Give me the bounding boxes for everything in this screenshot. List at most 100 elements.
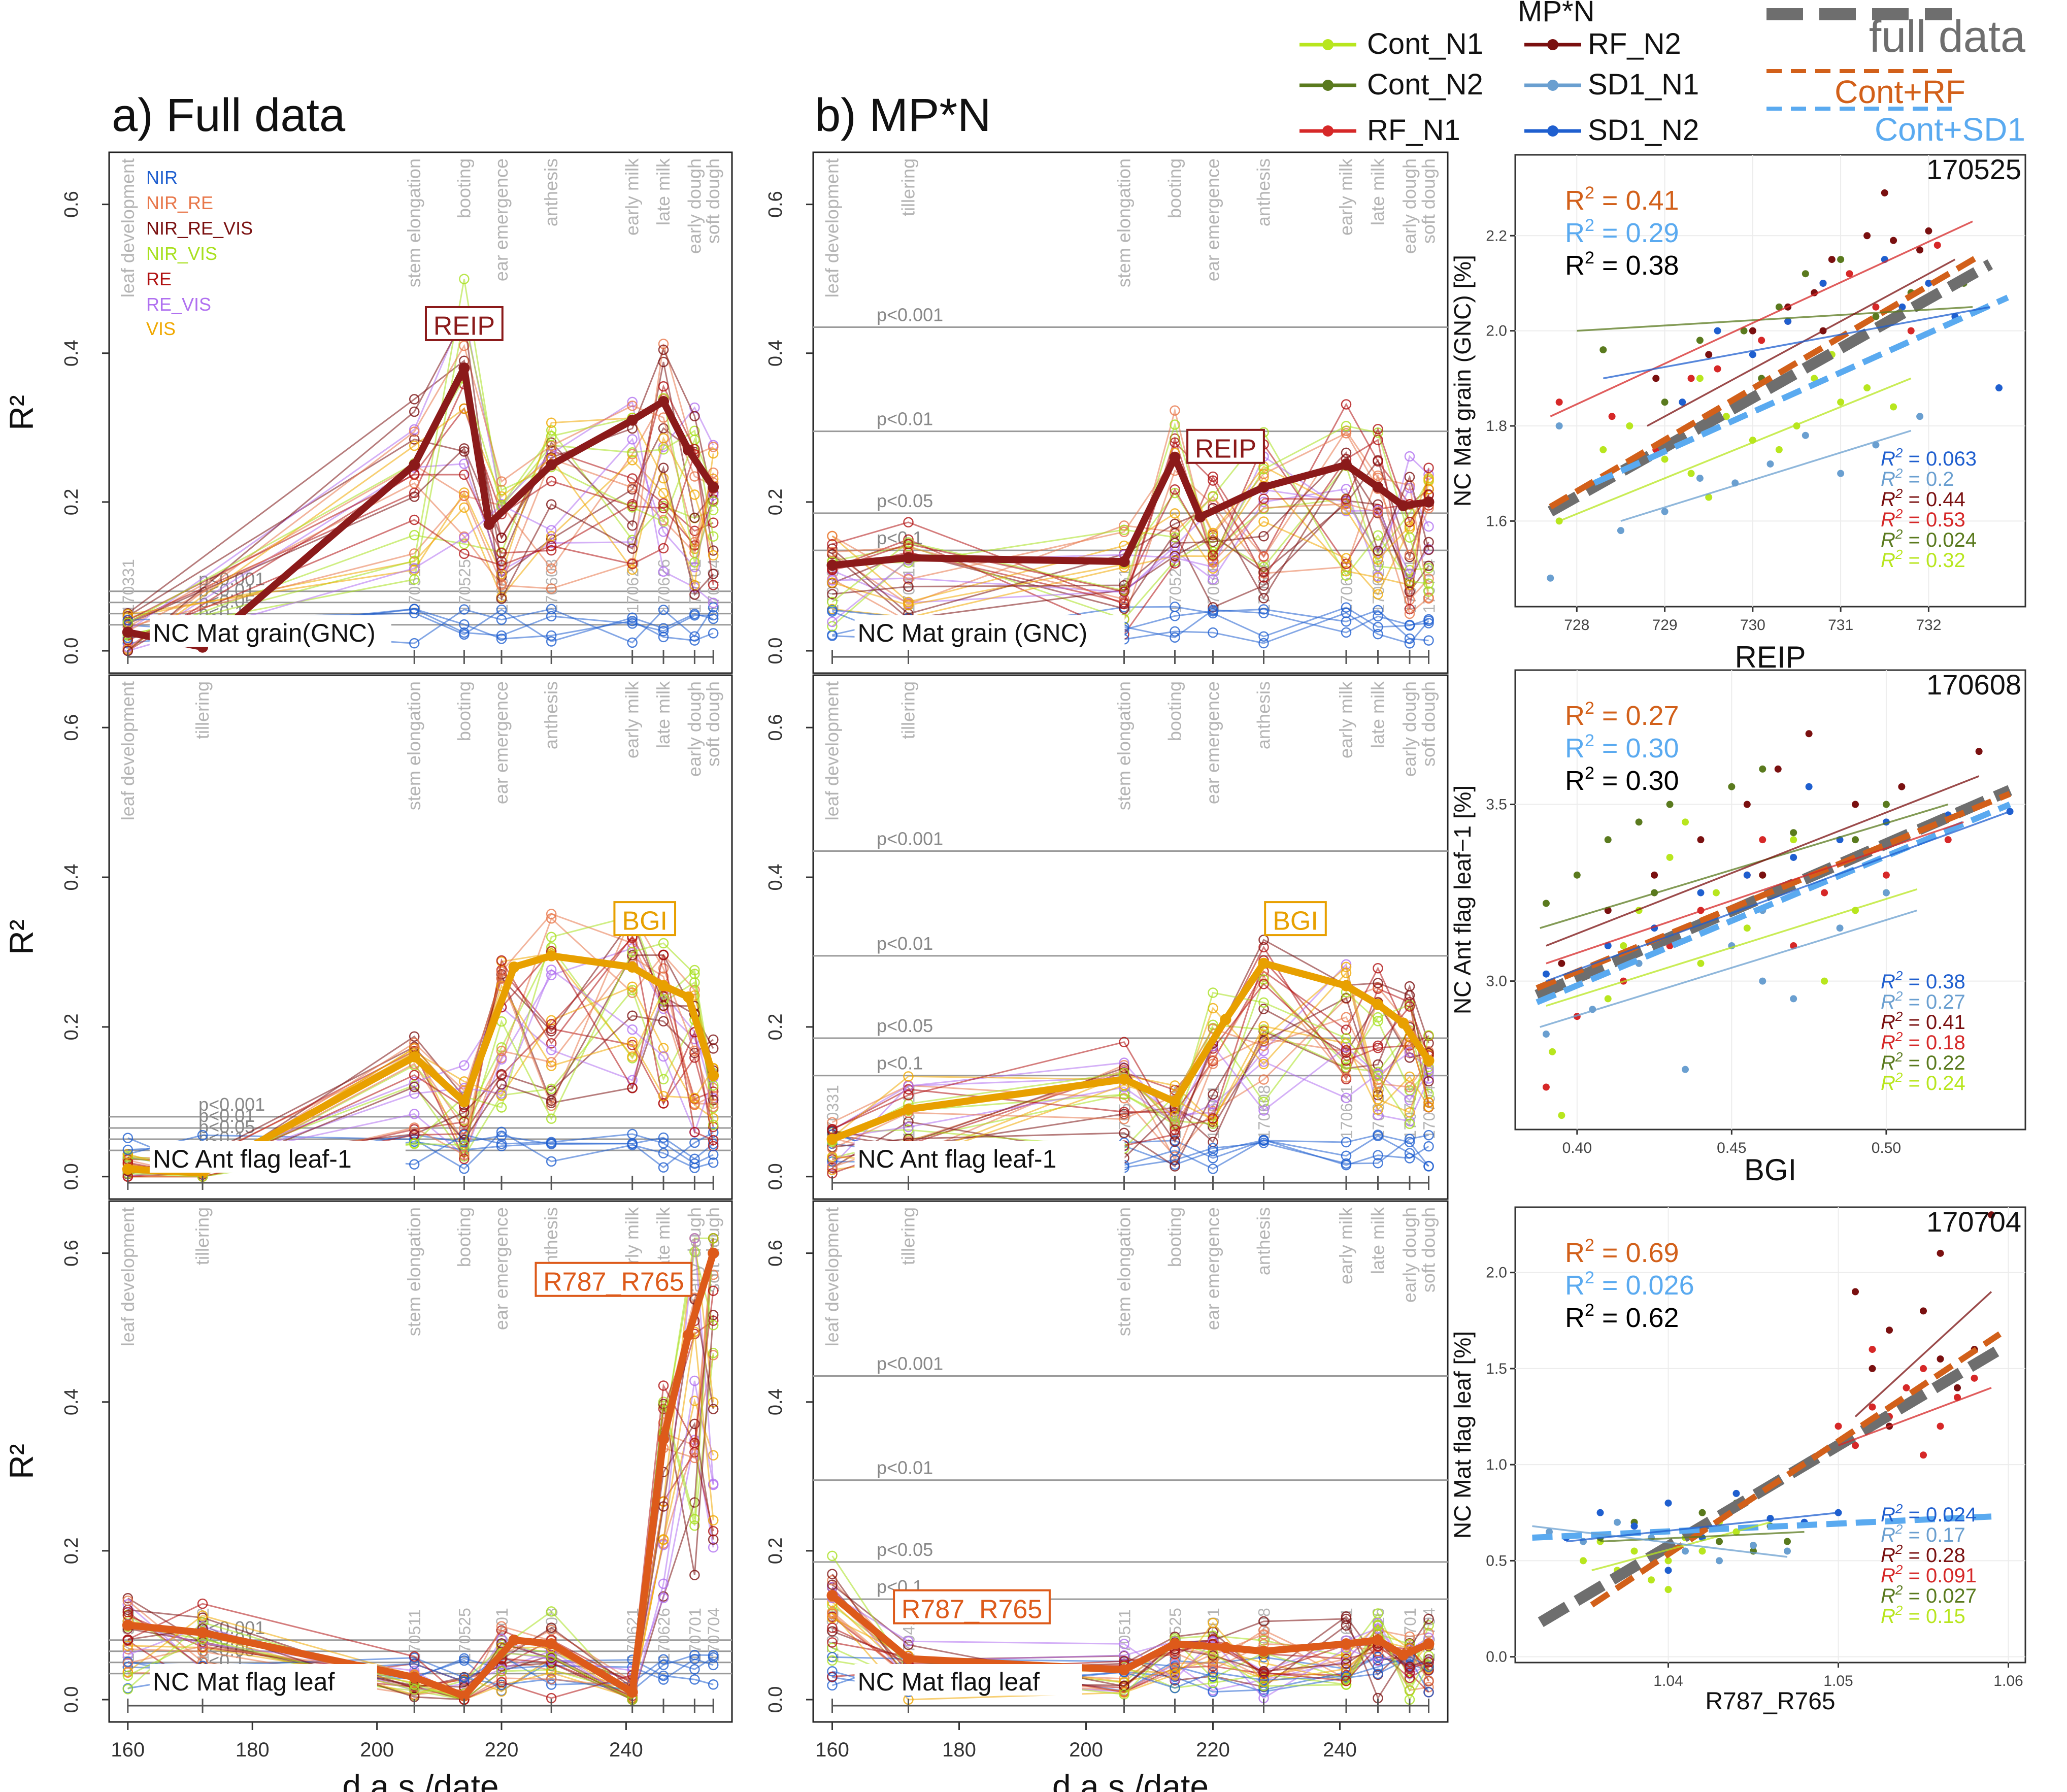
response-title-bg [854,615,1125,647]
scatter-point [1635,818,1643,826]
series-point [903,600,914,611]
series-point [1404,608,1415,619]
series-point [1258,1058,1269,1070]
r2-superscript: 2 [1585,183,1594,203]
series-point [1373,424,1383,435]
highlight-series-point [658,1434,670,1445]
series-point [409,574,420,585]
r2-symbol: R [1565,250,1585,281]
series-point [627,637,638,648]
highlight-series-point [826,1589,838,1601]
r2-superscript: 2 [1585,1268,1594,1287]
series-point [122,1634,134,1645]
series-point [1341,627,1352,638]
r2-symbol: R [1881,1605,1895,1628]
series-point [1373,1131,1383,1142]
series-point [658,994,669,1005]
legend-item-sd1-n1: SD1_N1 [1524,68,1699,101]
highlight-series-point [1423,1638,1435,1650]
series-point [1170,419,1180,430]
r2-group-annotation: R2 = 0.29 [1565,216,1679,248]
series-point [903,517,914,528]
response-title: NC Mat grain (GNC) [858,619,1088,647]
stage-label: late milk [1368,158,1388,225]
fit-line [1550,220,1973,417]
r2-mpn-annotation: R2 = 0.15 [1881,1603,1965,1628]
scatter-point [1630,1547,1638,1555]
stage-label: late milk [653,158,674,225]
scatter-point [1679,399,1686,406]
series-point [1258,580,1269,591]
series-point [708,442,719,452]
highlight-series-line [127,952,717,1177]
scatter-point [1664,1499,1672,1507]
series-point [459,1149,470,1160]
scatter-date: 170608 [1926,669,2021,701]
series-point [658,1098,669,1109]
r2-superscript: 2 [1895,988,1903,1004]
scatter-panel-c3: 1.04 1.05 1.06 0.0 0.5 1.0 1.5 2.0 R787_R765 NC M… [1449,1206,2026,1715]
r2-value: = 0.30 [1594,733,1679,764]
series-point [1258,1021,1269,1032]
background-series [827,935,1434,1179]
mpn-legend: MP*N Cont_N1 Cont_N2 RF_N1 RF_N2 SD1_N1 [1299,0,1699,147]
series-point [1423,521,1434,532]
series-point [658,381,669,392]
plot-frame [108,1200,733,1723]
series-point [409,563,420,574]
series-point [546,1057,557,1068]
fit-line [1532,1513,1992,1541]
scatter-point [1558,1112,1565,1119]
series-point [409,1122,420,1133]
r2-symbol: R [1881,971,1895,993]
series-point [708,496,719,507]
series-point [1258,551,1269,562]
r2-symbol: R [1881,1524,1895,1546]
fit-line [1540,803,1949,929]
series-point [1373,611,1383,622]
series-point [496,955,507,966]
stage-label: booting [453,1207,474,1267]
series-point [708,598,719,608]
series-point [1119,593,1129,605]
series-point [546,965,557,975]
scatter-point [1995,384,2003,392]
series-point [903,1090,914,1101]
y-axis-label: R² [3,1444,40,1479]
highlight-series-point [1258,481,1270,493]
date-label: 170626 [655,559,673,613]
scatter-point [1790,836,1797,844]
scatter-point [1758,337,1765,344]
r2-value: = 0.063 [1903,448,1977,470]
scatter-point [1937,1249,1944,1257]
series-line [127,343,714,632]
fit-line [1593,294,2009,486]
series-point [1373,1094,1383,1105]
y-tick-label: 0.0 [61,1686,82,1713]
r2-group-annotation: R2 = 0.27 [1565,699,1679,731]
panel-title-b: b) MP*N [815,89,991,141]
series-point [627,558,638,570]
series-point [1170,1124,1180,1135]
scatter-point [1608,413,1616,420]
scatter-point [1933,242,1941,249]
series-point [459,604,470,615]
date-label: 170704 [705,559,723,613]
fit-line [1590,1331,2002,1608]
highlight-label: BGI [1273,907,1318,936]
series-line [127,452,714,641]
stage-label: ear emergence [491,681,512,804]
series-point [689,489,700,500]
fit-line [1600,1531,1805,1543]
legend-swatch-dot [1322,80,1333,91]
series-line [127,954,714,1176]
y-tick-label: 0.6 [61,1240,82,1267]
series-point [1208,557,1218,568]
series-point [459,1672,470,1683]
series-point [627,499,638,510]
series-line [127,428,714,640]
series-point [627,981,638,992]
series-point [658,1660,669,1670]
r2-group-annotation: R2 = 0.30 [1565,764,1679,796]
highlight-series-point [826,559,838,571]
